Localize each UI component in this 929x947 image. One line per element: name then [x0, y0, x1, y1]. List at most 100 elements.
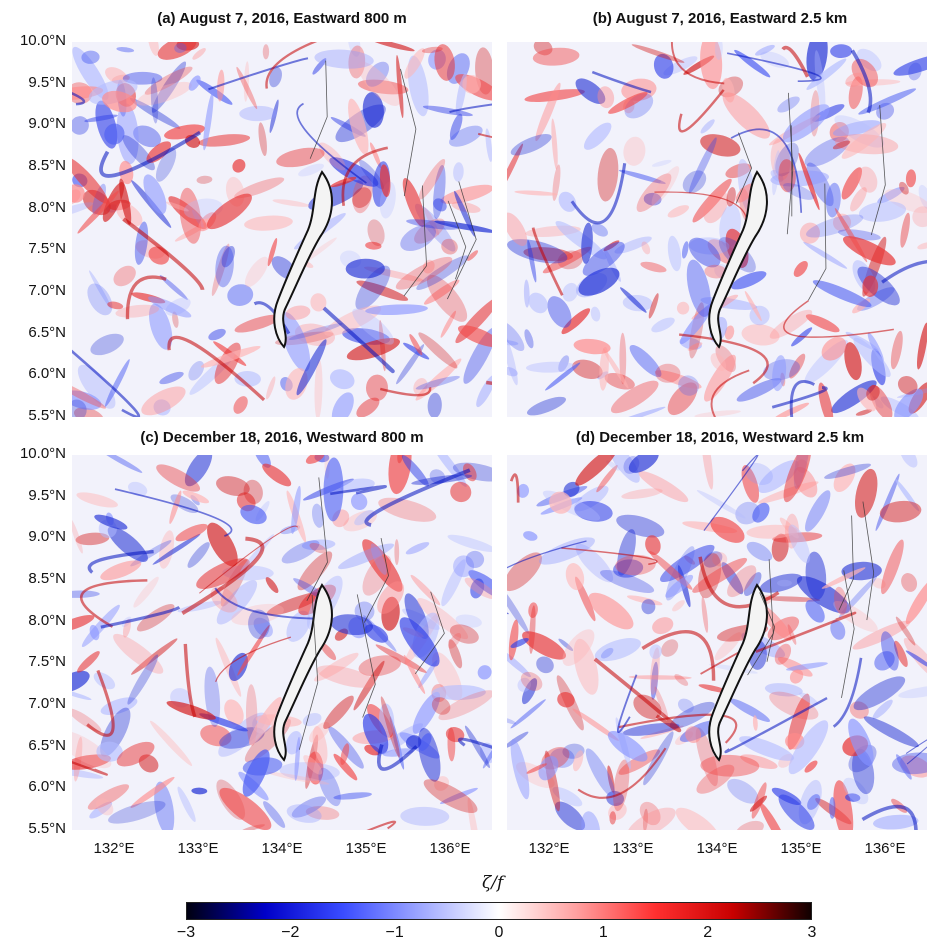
vorticity-patch — [701, 596, 709, 633]
vorticity-patch — [807, 794, 821, 810]
vorticity-patch — [682, 170, 707, 194]
vorticity-patch — [554, 801, 586, 830]
vorticity-patch — [394, 539, 400, 566]
vorticity-patch — [700, 42, 723, 90]
ytick-label: 9.0°N — [28, 115, 66, 133]
vorticity-patch — [423, 779, 478, 814]
vorticity-patch — [72, 184, 85, 203]
vorticity-patch — [280, 312, 311, 372]
vorticity-patch — [312, 58, 327, 75]
bathymetry-contour — [786, 92, 794, 235]
vorticity-patch — [468, 570, 492, 600]
vorticity-patch — [331, 392, 354, 417]
vorticity-patch — [676, 301, 690, 315]
vorticity-patch — [507, 332, 518, 386]
ytick-label: 6.0°N — [28, 778, 66, 796]
vorticity-patch — [551, 118, 558, 170]
vorticity-patch — [729, 698, 771, 723]
vorticity-patch — [655, 363, 681, 383]
bathymetry-contour — [862, 501, 875, 621]
vorticity-patch — [279, 762, 340, 781]
xtick-label: 133°E — [177, 840, 219, 857]
vorticity-patch — [153, 399, 171, 416]
vorticity-patch — [805, 314, 840, 333]
vorticity-patch — [609, 406, 666, 417]
vorticity-patch — [866, 385, 880, 401]
vorticity-patch — [348, 98, 369, 155]
vorticity-patch — [253, 617, 273, 638]
vorticity-patch — [77, 364, 116, 409]
vorticity-patch — [510, 699, 546, 729]
vorticity-patch — [898, 685, 927, 699]
vorticity-patch — [749, 795, 768, 812]
vorticity-patch — [415, 375, 460, 390]
ytick-label: 6.5°N — [28, 736, 66, 754]
vorticity-patch — [897, 376, 918, 395]
vorticity-patch — [772, 150, 780, 196]
vorticity-filament — [781, 45, 810, 78]
vorticity-patch — [804, 136, 850, 167]
vorticity-patch — [695, 727, 718, 787]
vorticity-patch — [869, 384, 893, 417]
vorticity-filament — [330, 485, 387, 496]
vorticity-patch — [821, 336, 847, 361]
vorticity-patch — [107, 301, 124, 310]
vorticity-filament — [72, 92, 86, 106]
colorbar-tick-label: −2 — [281, 924, 300, 941]
vorticity-patch — [572, 708, 619, 741]
vorticity-patch — [431, 684, 486, 700]
vorticity-patch — [507, 648, 531, 678]
ytick-label: 9.5°N — [28, 73, 66, 91]
colorbar-label: ζ/f — [482, 873, 504, 893]
vorticity-filament — [215, 636, 292, 682]
vorticity-patch — [242, 757, 283, 776]
vorticity-patch — [760, 51, 789, 68]
vorticity-patch — [574, 501, 613, 522]
vorticity-patch — [881, 539, 904, 595]
vorticity-patch — [786, 662, 828, 671]
vorticity-patch — [324, 305, 382, 336]
vorticity-patch — [739, 736, 795, 761]
vorticity-patch — [415, 358, 462, 401]
vorticity-patch — [156, 464, 201, 492]
vorticity-patch — [138, 754, 159, 773]
vorticity-patch — [104, 123, 125, 145]
vorticity-patch — [778, 794, 815, 830]
vorticity-patch — [362, 713, 389, 754]
vorticity-patch — [761, 596, 821, 602]
vorticity-filament — [771, 386, 828, 409]
vorticity-patch — [265, 577, 279, 593]
vorticity-patch — [628, 455, 659, 473]
vorticity-patch — [562, 282, 578, 302]
vorticity-patch — [852, 620, 911, 650]
vorticity-patch — [244, 215, 293, 231]
vorticity-patch — [619, 332, 627, 385]
bathymetry-contour — [309, 60, 328, 159]
vorticity-patch — [400, 806, 450, 826]
vorticity-patch — [440, 184, 492, 204]
vorticity-patch — [72, 518, 83, 554]
vorticity-patch — [805, 599, 825, 623]
vorticity-patch — [414, 218, 445, 244]
vorticity-patch — [573, 338, 611, 355]
vorticity-patch — [549, 491, 572, 514]
vorticity-patch — [89, 270, 112, 309]
vorticity-patch — [776, 579, 792, 587]
vorticity-patch — [700, 134, 741, 157]
vorticity-filament — [881, 260, 927, 284]
vorticity-patch — [871, 396, 884, 409]
vorticity-patch — [184, 455, 213, 487]
vorticity-patch — [148, 296, 192, 318]
vorticity-patch — [895, 616, 916, 646]
vorticity-patch — [581, 222, 593, 264]
panel-a-title: (a) August 7, 2016, Eastward 800 m — [157, 10, 407, 27]
vorticity-patch — [314, 652, 359, 682]
vorticity-patch — [507, 339, 519, 346]
vorticity-patch — [439, 787, 478, 804]
vorticity-patch — [677, 698, 694, 713]
vorticity-filament — [199, 525, 299, 594]
vorticity-patch — [423, 279, 460, 305]
vorticity-filament — [181, 536, 265, 615]
vorticity-patch — [672, 600, 685, 612]
vorticity-patch — [234, 177, 285, 199]
